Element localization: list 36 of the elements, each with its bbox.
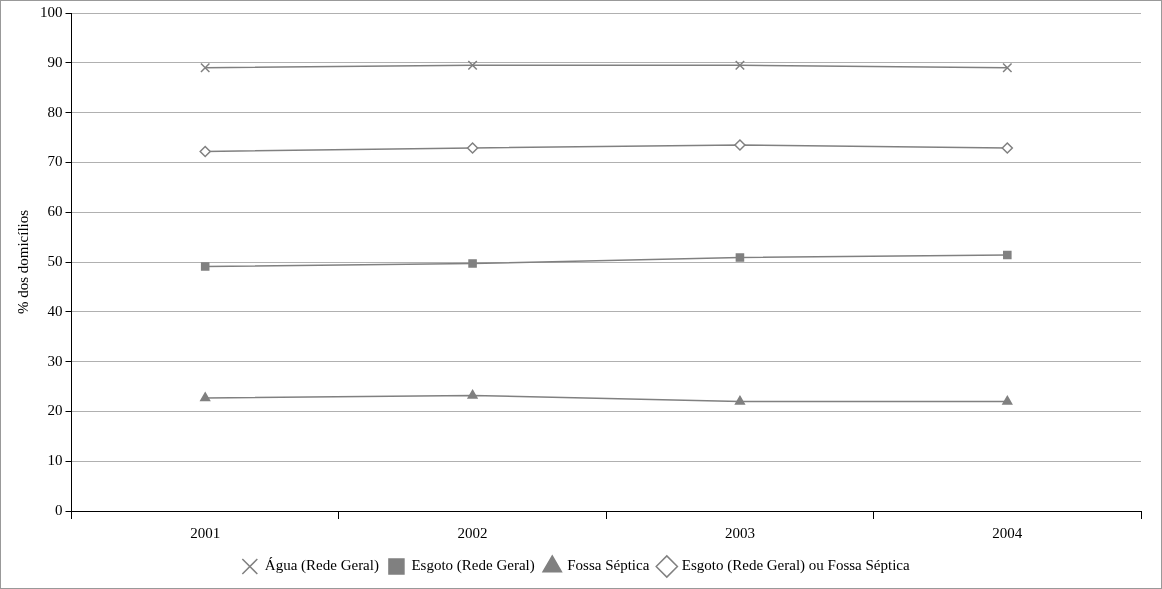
y-tick-label: 60 (47, 203, 63, 220)
legend-label: Esgoto (Rede Geral) ou Fossa Séptica (681, 557, 911, 575)
point (467, 389, 478, 399)
y-tick-label: 70 (47, 153, 63, 170)
x-tick-label: 2002 (457, 524, 488, 541)
x-tick-label: 2001 (190, 524, 221, 541)
y-tick-label: 50 (47, 252, 63, 269)
point (468, 259, 477, 268)
point (200, 262, 210, 271)
y-tick-label: 90 (47, 53, 63, 70)
point (734, 139, 746, 151)
y-tick-label: 0 (55, 501, 63, 518)
point (199, 145, 211, 158)
legend-label: Água (Rede Geral) (264, 557, 379, 575)
point (734, 60, 745, 71)
y-tick-label: 100 (40, 3, 63, 20)
y-tick-label: 30 (47, 352, 63, 369)
point (466, 142, 479, 154)
point (1002, 395, 1013, 405)
legend-label: Fossa Séptica (567, 557, 650, 574)
y-tick-label: 40 (47, 302, 63, 319)
x-tick-label: 2004 (992, 524, 1023, 541)
y-tick-label: 20 (47, 402, 63, 419)
point (1003, 250, 1012, 260)
point (467, 60, 478, 71)
x-tick-label: 2003 (724, 524, 755, 541)
point (734, 395, 746, 405)
point (200, 392, 211, 402)
y-axis-title: % dos domicílios (14, 209, 31, 315)
point (200, 62, 211, 73)
point (1001, 142, 1014, 154)
y-tick-label: 80 (47, 103, 63, 120)
point (735, 253, 745, 262)
legend-label: Esgoto (Rede Geral) (411, 557, 535, 575)
point (1002, 62, 1013, 73)
y-tick-label: 10 (47, 452, 63, 469)
